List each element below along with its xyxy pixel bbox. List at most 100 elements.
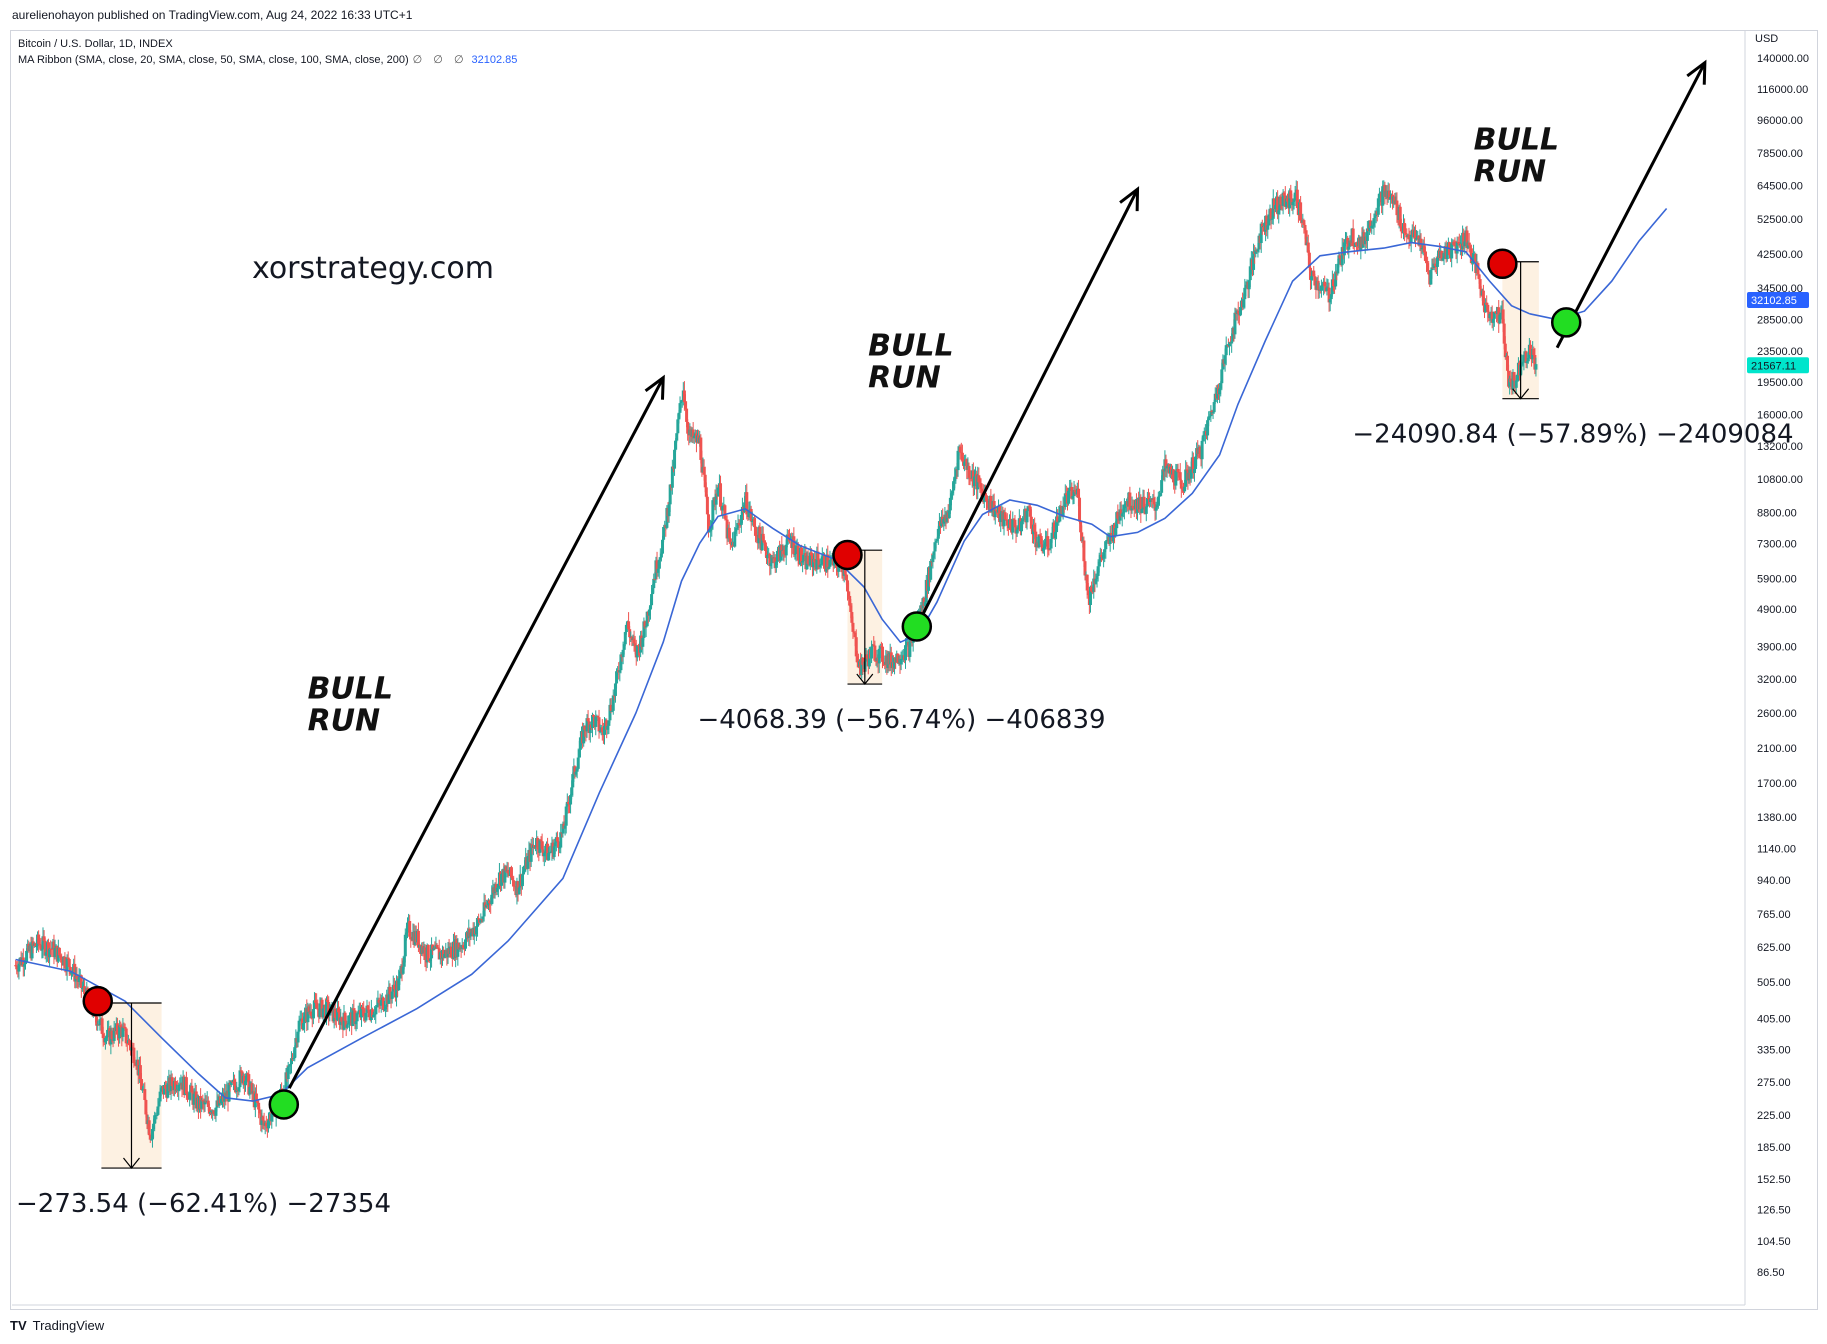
candle-body	[482, 902, 486, 917]
candle-body	[124, 1028, 128, 1044]
candle-body	[764, 550, 768, 559]
sell-signal-marker[interactable]	[1487, 248, 1518, 280]
candle-body	[326, 999, 330, 1002]
candle-body	[1325, 287, 1329, 292]
candle-body	[1429, 270, 1433, 285]
candle-body	[234, 1085, 238, 1092]
candle-body	[1128, 492, 1132, 510]
candle-body	[152, 1123, 156, 1129]
candle-body	[457, 943, 461, 950]
candle-body	[258, 1109, 262, 1113]
candle-body	[1488, 314, 1492, 319]
price-chart[interactable]: USD 140000.00 116000.00 96000.00 78500.00 645…	[0, 0, 1827, 1310]
candle-body	[1248, 266, 1252, 281]
candle-body	[1387, 190, 1391, 200]
candle-body	[1022, 518, 1026, 520]
candle-body	[632, 638, 636, 644]
candle-body	[1178, 472, 1182, 481]
candle-body	[774, 561, 778, 568]
candle-body	[1285, 198, 1289, 202]
candle-body	[596, 716, 600, 718]
candle-body	[787, 535, 791, 540]
candle-body	[159, 1088, 163, 1092]
candle-body	[431, 944, 435, 951]
candle-body	[1049, 539, 1053, 549]
candle-body	[1123, 503, 1127, 505]
candle-body	[1288, 190, 1292, 209]
tradingview-logo-icon[interactable]: TV	[10, 1318, 27, 1333]
candle-body	[1082, 540, 1086, 562]
candle-body	[270, 1113, 274, 1122]
candle-body	[1092, 578, 1096, 592]
candle-body	[1440, 250, 1444, 261]
candle-body	[381, 997, 385, 1011]
bull-run-arrow	[1555, 62, 1707, 349]
candle-body	[700, 459, 704, 473]
candle-body	[229, 1081, 233, 1086]
candle-body	[734, 528, 738, 532]
candle-body	[1312, 270, 1316, 277]
tradingview-brand[interactable]: TradingView	[32, 1318, 105, 1333]
candle-body	[559, 832, 563, 848]
candle-body	[1161, 469, 1165, 481]
buy-signal-marker[interactable]	[1550, 307, 1582, 338]
candle-body	[387, 986, 391, 1004]
y-tick-label: 185.00	[1757, 1142, 1791, 1154]
candle-body	[724, 518, 728, 520]
candle-body	[125, 1043, 129, 1045]
candle-body	[1450, 243, 1454, 259]
candle-body	[716, 487, 720, 497]
sell-signal-marker[interactable]	[82, 985, 113, 1017]
candle-body	[1467, 242, 1471, 246]
candle-body	[1105, 540, 1109, 542]
candle-body	[673, 449, 677, 469]
candle-body	[628, 629, 632, 638]
candle-body	[547, 853, 551, 861]
candle-body	[1393, 196, 1397, 204]
candle-body	[37, 934, 41, 944]
candle-body	[1423, 252, 1427, 261]
candle-body	[1174, 470, 1178, 486]
candle-body	[999, 513, 1003, 523]
y-tick-label: 225.00	[1757, 1110, 1791, 1122]
candle-body	[933, 542, 937, 552]
sell-signal-marker[interactable]	[832, 539, 863, 571]
candle-body	[605, 720, 609, 730]
candle-body	[1371, 225, 1375, 227]
symbol-title[interactable]: Bitcoin / U.S. Dollar, 1D, INDEX	[18, 38, 173, 50]
candle-body	[404, 932, 408, 935]
candle-body	[845, 580, 849, 592]
candle-body	[1452, 241, 1456, 245]
candle-body	[65, 957, 69, 972]
candle-body	[755, 534, 759, 537]
candle-body	[676, 419, 680, 434]
candle-body	[1068, 488, 1072, 491]
candle-body	[793, 554, 797, 556]
candle-body	[1067, 490, 1071, 504]
candle-body	[33, 943, 37, 947]
candle-body	[66, 957, 70, 960]
drawdown-arrow-head	[1512, 388, 1530, 400]
candle-body	[316, 1008, 320, 1010]
candle-body	[1409, 234, 1413, 243]
ma-ribbon-legend[interactable]: MA Ribbon (SMA, close, 20, SMA, close, 5…	[18, 52, 517, 68]
candle-body	[60, 956, 64, 963]
candle-body	[1183, 486, 1187, 492]
candle-body	[1211, 412, 1215, 414]
ma-visibility-icons[interactable]: ∅ ∅ ∅	[412, 54, 468, 66]
candle-body	[463, 939, 467, 949]
buy-signal-marker[interactable]	[268, 1089, 300, 1120]
buy-signal-marker[interactable]	[901, 611, 933, 642]
candle-body	[573, 766, 577, 775]
candle-body	[1052, 522, 1056, 539]
candle-body	[592, 715, 596, 717]
candle-body	[25, 950, 29, 962]
candle-body	[680, 400, 684, 402]
candle-body	[148, 1135, 152, 1140]
candle-body	[613, 683, 617, 696]
y-tick-label: 13200.00	[1757, 441, 1803, 453]
candle-body	[1220, 369, 1224, 384]
candle-body	[665, 507, 669, 528]
candle-body	[17, 963, 21, 972]
drawdown-arrow-head	[123, 1157, 140, 1170]
